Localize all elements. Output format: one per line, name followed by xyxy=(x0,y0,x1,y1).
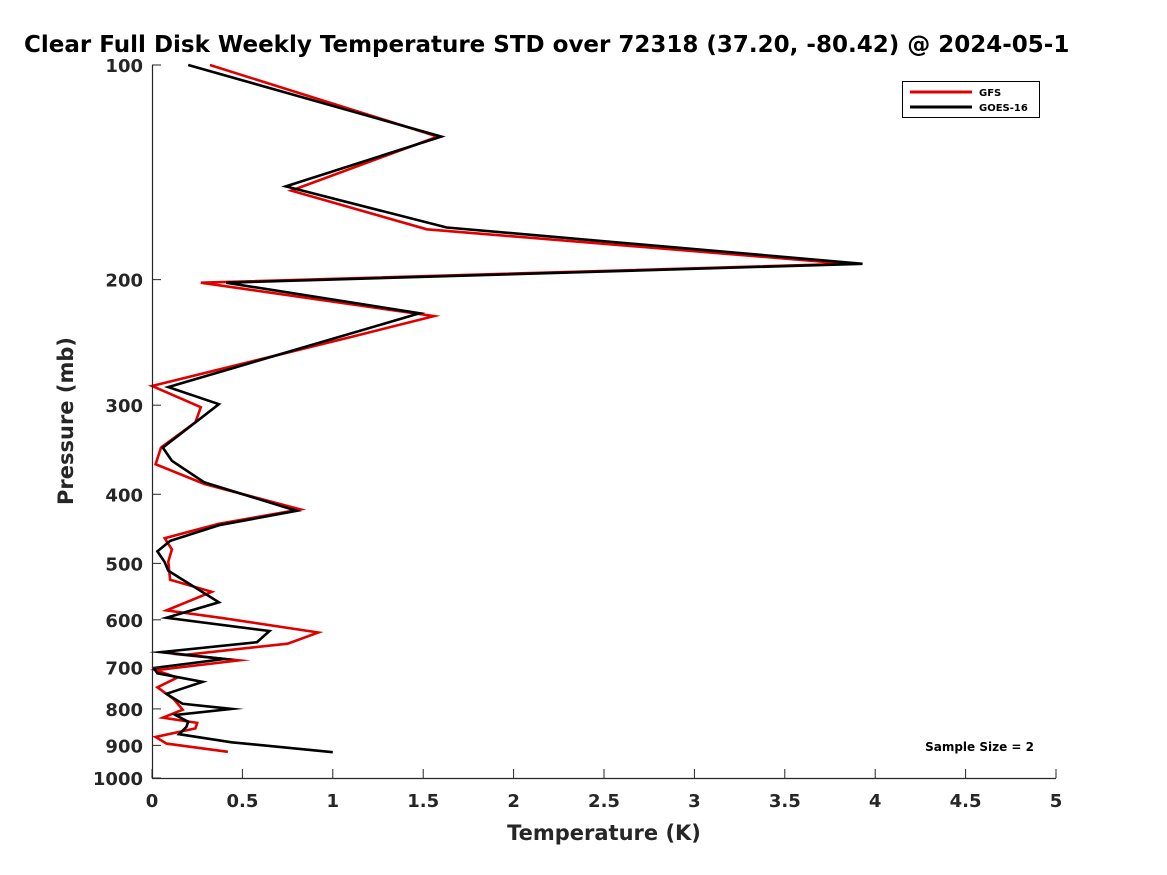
x-tick-label: 4 xyxy=(869,791,882,812)
sample-size-annotation: Sample Size = 2 xyxy=(925,740,1034,754)
x-tick-label: 0 xyxy=(146,791,159,812)
x-tick-label: 1 xyxy=(327,791,340,812)
y-axis-label: Pressure (mb) xyxy=(54,337,78,505)
y-tick-label: 100 xyxy=(105,56,143,77)
y-tick-label: 500 xyxy=(105,554,143,575)
plot-area xyxy=(147,63,863,754)
x-tick-label: 4.5 xyxy=(950,791,982,812)
legend: GFS GOES-16 xyxy=(902,81,1040,118)
legend-label-gfs: GFS xyxy=(979,88,1001,99)
y-axis-ticks: 100 200 300 400 500 600 700 800 900 1000 xyxy=(93,56,161,790)
series-line-goes16 xyxy=(148,63,863,754)
legend-box xyxy=(902,81,1040,118)
x-tick-label: 1.5 xyxy=(407,791,439,812)
y-tick-label: 1000 xyxy=(93,769,143,790)
y-tick-label: 900 xyxy=(105,736,143,757)
chart-title: Clear Full Disk Weekly Temperature STD o… xyxy=(24,32,1069,58)
x-tick-label: 3 xyxy=(688,791,701,812)
y-tick-label: 700 xyxy=(105,659,143,680)
y-tick-label: 300 xyxy=(105,396,143,417)
y-tick-label: 800 xyxy=(105,700,143,721)
x-tick-label: 3.5 xyxy=(769,791,801,812)
y-tick-label: 200 xyxy=(105,271,143,292)
x-tick-label: 2 xyxy=(507,791,520,812)
x-tick-label: 0.5 xyxy=(226,791,258,812)
x-axis-ticks: 0 0.5 1 1.5 2 2.5 3 3.5 4 4.5 5 xyxy=(146,769,1063,812)
y-tick-label: 400 xyxy=(105,485,143,506)
legend-label-goes16: GOES-16 xyxy=(979,103,1028,114)
x-tick-label: 2.5 xyxy=(588,791,620,812)
x-tick-label: 5 xyxy=(1050,791,1063,812)
y-tick-label: 600 xyxy=(105,611,143,632)
x-axis-label: Temperature (K) xyxy=(507,821,701,845)
